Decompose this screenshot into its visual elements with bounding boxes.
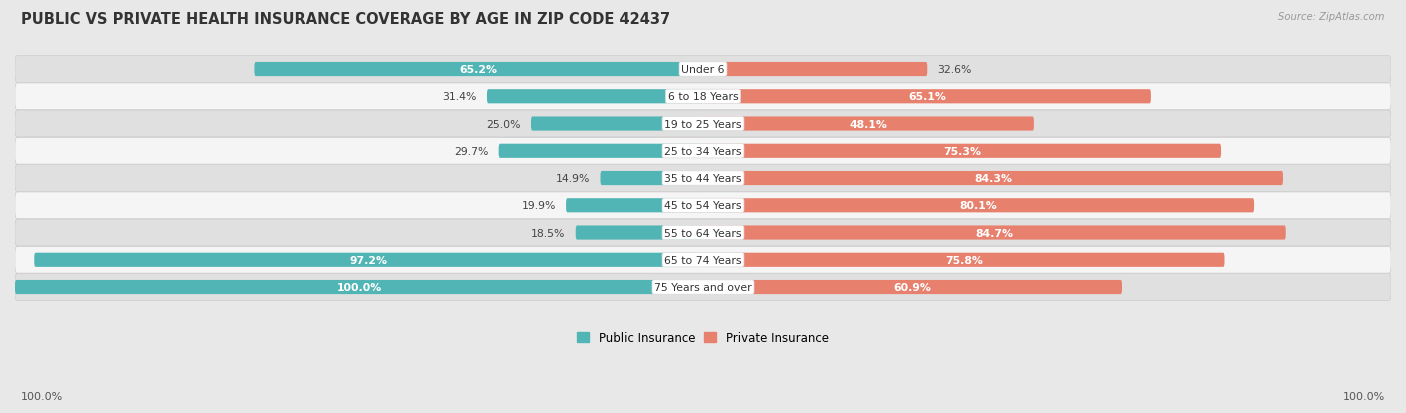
Text: 80.1%: 80.1% <box>960 201 997 211</box>
FancyBboxPatch shape <box>15 57 1391 83</box>
Text: 25 to 34 Years: 25 to 34 Years <box>664 147 742 157</box>
Text: 55 to 64 Years: 55 to 64 Years <box>664 228 742 238</box>
FancyBboxPatch shape <box>703 90 1152 104</box>
Text: 65.1%: 65.1% <box>908 92 946 102</box>
Text: 18.5%: 18.5% <box>531 228 565 238</box>
FancyBboxPatch shape <box>575 226 703 240</box>
Text: 19.9%: 19.9% <box>522 201 555 211</box>
Text: 97.2%: 97.2% <box>350 255 388 265</box>
Text: 84.7%: 84.7% <box>976 228 1014 238</box>
Text: 75.3%: 75.3% <box>943 147 981 157</box>
FancyBboxPatch shape <box>703 226 1285 240</box>
FancyBboxPatch shape <box>15 192 1391 219</box>
FancyBboxPatch shape <box>600 171 703 186</box>
Text: 65 to 74 Years: 65 to 74 Years <box>664 255 742 265</box>
Text: 100.0%: 100.0% <box>21 391 63 401</box>
FancyBboxPatch shape <box>15 165 1391 192</box>
FancyBboxPatch shape <box>15 84 1391 110</box>
Text: 32.6%: 32.6% <box>938 65 972 75</box>
Text: 31.4%: 31.4% <box>443 92 477 102</box>
Text: 60.9%: 60.9% <box>894 282 931 292</box>
Text: 75 Years and over: 75 Years and over <box>654 282 752 292</box>
FancyBboxPatch shape <box>703 171 1284 186</box>
FancyBboxPatch shape <box>15 111 1391 138</box>
FancyBboxPatch shape <box>15 280 703 294</box>
FancyBboxPatch shape <box>499 144 703 159</box>
Text: Source: ZipAtlas.com: Source: ZipAtlas.com <box>1278 12 1385 22</box>
Text: 100.0%: 100.0% <box>1343 391 1385 401</box>
FancyBboxPatch shape <box>15 247 1391 273</box>
Text: 84.3%: 84.3% <box>974 173 1012 184</box>
FancyBboxPatch shape <box>703 144 1220 159</box>
FancyBboxPatch shape <box>531 117 703 131</box>
FancyBboxPatch shape <box>703 63 928 77</box>
FancyBboxPatch shape <box>567 199 703 213</box>
FancyBboxPatch shape <box>486 90 703 104</box>
FancyBboxPatch shape <box>15 274 1391 301</box>
FancyBboxPatch shape <box>703 199 1254 213</box>
Text: 100.0%: 100.0% <box>336 282 381 292</box>
Text: 65.2%: 65.2% <box>460 65 498 75</box>
FancyBboxPatch shape <box>703 117 1033 131</box>
Text: 45 to 54 Years: 45 to 54 Years <box>664 201 742 211</box>
Legend: Public Insurance, Private Insurance: Public Insurance, Private Insurance <box>572 326 834 349</box>
FancyBboxPatch shape <box>703 253 1225 267</box>
Text: 35 to 44 Years: 35 to 44 Years <box>664 173 742 184</box>
Text: 48.1%: 48.1% <box>849 119 887 129</box>
Text: 6 to 18 Years: 6 to 18 Years <box>668 92 738 102</box>
FancyBboxPatch shape <box>254 63 703 77</box>
FancyBboxPatch shape <box>34 253 703 267</box>
Text: 29.7%: 29.7% <box>454 147 488 157</box>
Text: Under 6: Under 6 <box>682 65 724 75</box>
Text: 75.8%: 75.8% <box>945 255 983 265</box>
Text: PUBLIC VS PRIVATE HEALTH INSURANCE COVERAGE BY AGE IN ZIP CODE 42437: PUBLIC VS PRIVATE HEALTH INSURANCE COVER… <box>21 12 671 27</box>
FancyBboxPatch shape <box>15 220 1391 246</box>
FancyBboxPatch shape <box>703 280 1122 294</box>
Text: 14.9%: 14.9% <box>555 173 591 184</box>
Text: 19 to 25 Years: 19 to 25 Years <box>664 119 742 129</box>
Text: 25.0%: 25.0% <box>486 119 520 129</box>
FancyBboxPatch shape <box>15 138 1391 165</box>
